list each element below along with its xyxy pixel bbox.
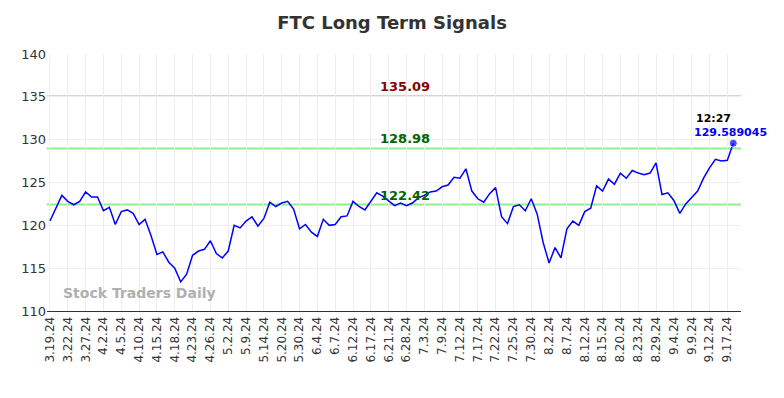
svg-text:FTC Long Term Signals: FTC Long Term Signals [277,12,507,33]
svg-text:4.26.24: 4.26.24 [203,317,217,363]
svg-text:115: 115 [21,261,46,276]
svg-text:6.4.24: 6.4.24 [310,317,324,355]
svg-text:9.4.24: 9.4.24 [667,317,681,355]
svg-text:130: 130 [21,132,46,147]
svg-text:6.7.24: 6.7.24 [328,317,342,355]
svg-text:7.22.24: 7.22.24 [489,317,503,363]
svg-text:5.20.24: 5.20.24 [275,317,289,363]
svg-text:8.7.24: 8.7.24 [560,317,574,355]
svg-text:7.12.24: 7.12.24 [453,317,467,363]
svg-text:128.98: 128.98 [380,131,430,146]
svg-text:5.14.24: 5.14.24 [257,317,271,363]
svg-text:9.17.24: 9.17.24 [720,317,734,363]
svg-text:8.15.24: 8.15.24 [595,317,609,363]
svg-text:9.12.24: 9.12.24 [702,317,716,363]
svg-text:8.2.24: 8.2.24 [542,317,556,355]
svg-text:5.30.24: 5.30.24 [292,317,306,363]
svg-text:4.2.24: 4.2.24 [96,317,110,355]
svg-text:7.3.24: 7.3.24 [417,317,431,355]
svg-text:4.15.24: 4.15.24 [150,317,164,363]
svg-text:5.9.24: 5.9.24 [239,317,253,355]
svg-text:8.12.24: 8.12.24 [578,317,592,363]
svg-text:3.19.24: 3.19.24 [43,317,57,363]
svg-text:7.25.24: 7.25.24 [506,317,520,363]
svg-text:4.10.24: 4.10.24 [132,317,146,363]
svg-text:8.23.24: 8.23.24 [631,317,645,363]
svg-text:5.2.24: 5.2.24 [221,317,235,355]
svg-text:3.22.24: 3.22.24 [61,317,75,363]
svg-text:4.5.24: 4.5.24 [114,317,128,355]
svg-text:8.20.24: 8.20.24 [613,317,627,363]
svg-text:6.12.24: 6.12.24 [346,317,360,363]
svg-text:Stock Traders Daily: Stock Traders Daily [63,285,216,301]
svg-text:3.27.24: 3.27.24 [79,317,93,363]
svg-text:135.09: 135.09 [380,79,430,94]
svg-text:129.589045: 129.589045 [694,126,767,139]
svg-text:120: 120 [21,218,46,233]
svg-text:135: 135 [21,89,46,104]
svg-text:8.29.24: 8.29.24 [649,317,663,363]
svg-text:4.23.24: 4.23.24 [185,317,199,363]
svg-text:6.28.24: 6.28.24 [399,317,413,363]
svg-text:7.30.24: 7.30.24 [524,317,538,363]
svg-text:4.18.24: 4.18.24 [168,317,182,363]
svg-text:125: 125 [21,175,46,190]
svg-text:9.9.24: 9.9.24 [685,317,699,355]
svg-text:7.9.24: 7.9.24 [435,317,449,355]
svg-text:12:27: 12:27 [696,112,731,125]
svg-text:6.17.24: 6.17.24 [364,317,378,363]
svg-text:122.42: 122.42 [380,188,430,203]
svg-text:110: 110 [21,304,46,319]
svg-text:7.17.24: 7.17.24 [471,317,485,363]
svg-text:140: 140 [21,47,46,62]
svg-text:6.21.24: 6.21.24 [382,317,396,363]
